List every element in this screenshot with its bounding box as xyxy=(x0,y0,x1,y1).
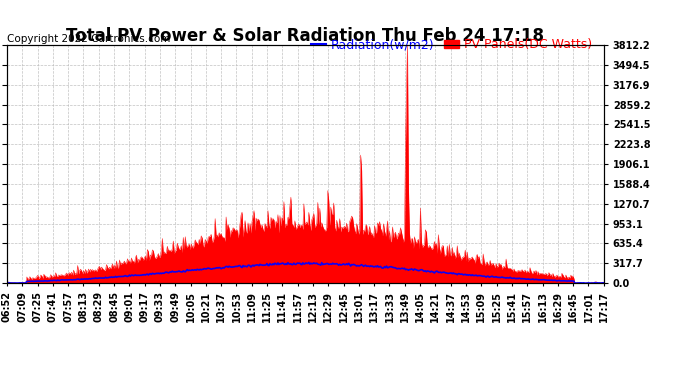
Text: Copyright 2022 Cartronics.com: Copyright 2022 Cartronics.com xyxy=(7,34,170,44)
Title: Total PV Power & Solar Radiation Thu Feb 24 17:18: Total PV Power & Solar Radiation Thu Feb… xyxy=(66,27,544,45)
Legend: Radiation(w/m2), PV Panels(DC Watts): Radiation(w/m2), PV Panels(DC Watts) xyxy=(306,33,598,56)
